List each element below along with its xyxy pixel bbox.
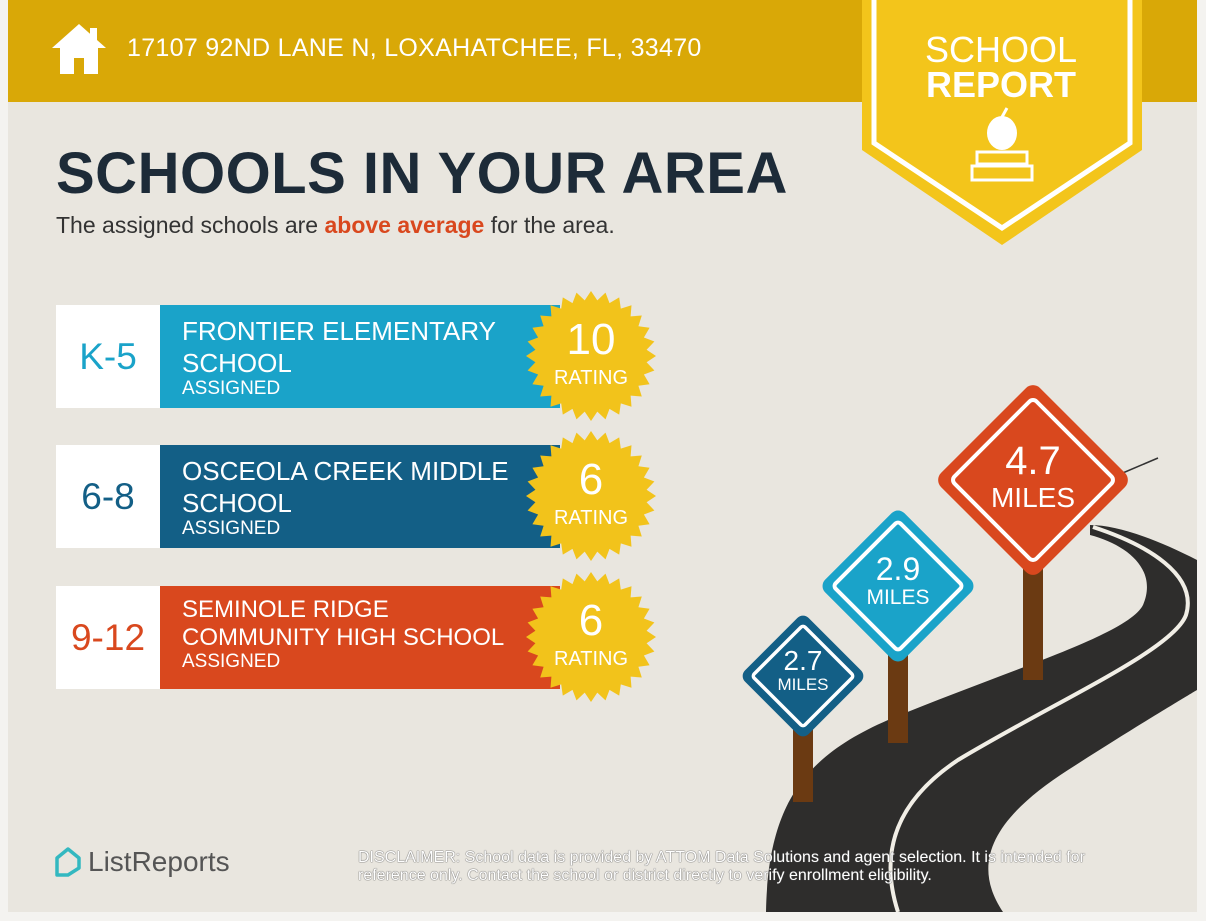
sign-post	[1023, 565, 1043, 680]
school-bar: FRONTIER ELEMENTARY SCHOOL ASSIGNED	[160, 305, 560, 408]
school-row-high: 9-12 SEMINOLE RIDGE COMMUNITY HIGH SCHOO…	[56, 572, 656, 702]
disclaimer: DISCLAIMER: School data is provided by A…	[358, 849, 1085, 884]
road-illustration	[742, 385, 1197, 912]
rating-label: RATING	[553, 507, 629, 529]
school-status: ASSIGNED	[182, 518, 281, 539]
road	[766, 525, 1197, 912]
school-name: SEMINOLE RIDGE COMMUNITY HIGH SCHOOL	[182, 596, 505, 651]
grade-label: K-5	[56, 305, 160, 408]
rating-seal-icon	[526, 291, 656, 421]
rating-seal-icon	[526, 431, 656, 561]
school-bar: OSCEOLA CREEK MIDDLE SCHOOL ASSIGNED	[160, 445, 560, 548]
grade-label: 6-8	[56, 445, 160, 548]
school-report-badge	[862, 0, 1142, 245]
distance-sign-high: 4.7 MILES	[990, 439, 1076, 513]
school-status: ASSIGNED	[182, 378, 281, 399]
house-icon	[52, 24, 106, 74]
school-name: OSCEOLA CREEK MIDDLE SCHOOL	[182, 456, 509, 518]
road-stripe	[888, 525, 1190, 912]
listreports-logo-icon	[55, 847, 81, 877]
school-bar: SEMINOLE RIDGE COMMUNITY HIGH SCHOOL ASS…	[160, 586, 560, 689]
sign-2-9-miles	[822, 510, 974, 662]
school-status: ASSIGNED	[182, 651, 281, 672]
rating-value: 6	[578, 596, 604, 645]
rating-value: 10	[566, 315, 616, 364]
school-row-elementary: K-5 FRONTIER ELEMENTARY SCHOOL ASSIGNED …	[56, 291, 656, 421]
sign-post	[793, 720, 813, 802]
school-name: FRONTIER ELEMENTARY SCHOOL	[182, 316, 496, 378]
rating-label: RATING	[553, 367, 629, 389]
apple-books-icon	[970, 107, 1034, 182]
rating-value: 6	[578, 455, 604, 504]
badge-title: SCHOOL REPORT	[924, 29, 1078, 105]
property-address: 17107 92ND LANE N, LOXAHATCHEE, FL, 3347…	[127, 34, 702, 62]
page-subtitle: The assigned schools are above average f…	[56, 212, 615, 238]
sign-2-7-miles	[742, 615, 864, 737]
rating-label: RATING	[553, 648, 629, 670]
page-title: SCHOOLS IN YOUR AREA	[56, 141, 788, 206]
distance-sign-elementary: 2.7 MILES	[777, 645, 829, 695]
school-report-page: 17107 92ND LANE N, LOXAHATCHEE, FL, 3347…	[8, 0, 1197, 912]
sign-4-7-miles	[938, 385, 1128, 575]
school-row-middle: 6-8 OSCEOLA CREEK MIDDLE SCHOOL ASSIGNED…	[56, 431, 656, 561]
listreports-logo: ListReports	[54, 846, 230, 878]
distance-sign-middle: 2.9 MILES	[866, 551, 930, 609]
sign-post	[888, 645, 908, 743]
grade-label: 9-12	[56, 586, 160, 689]
rating-seal-icon	[526, 572, 656, 702]
